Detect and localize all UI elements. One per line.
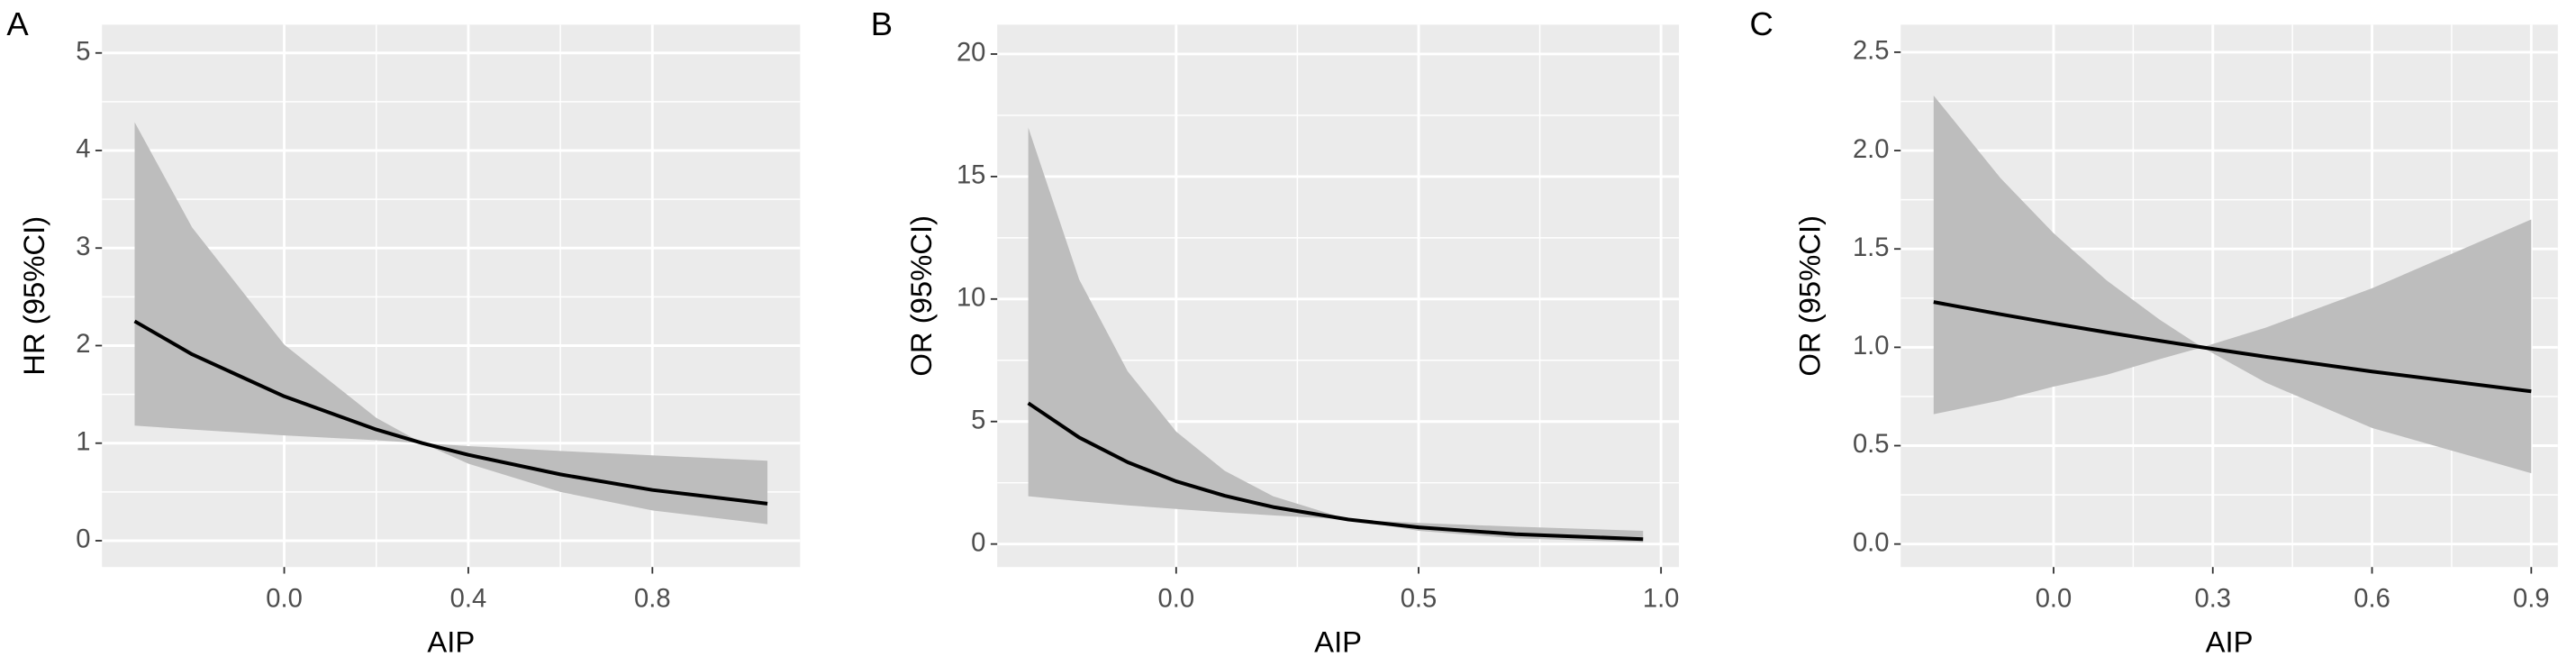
x-axis-title: AIP xyxy=(2206,625,2254,659)
y-tick-label: 5 xyxy=(971,406,985,434)
confidence-band xyxy=(1933,95,2532,474)
y-axis-title: OR (95%CI) xyxy=(904,215,938,377)
x-tick-label: 0.5 xyxy=(1401,584,1438,613)
y-tick-label: 5 xyxy=(76,37,90,66)
y-tick-label: 2 xyxy=(76,330,90,359)
y-tick-label: 1.0 xyxy=(1853,332,1890,360)
confidence-band xyxy=(134,122,768,525)
x-tick-label: 0.0 xyxy=(2036,584,2073,613)
y-axis-title: OR (95%CI) xyxy=(1792,215,1826,377)
x-tick-label: 0.8 xyxy=(634,584,671,613)
y-tick-label: 0 xyxy=(971,528,985,557)
y-tick-label: 4 xyxy=(76,135,90,164)
y-tick-label: 0.5 xyxy=(1853,430,1890,459)
y-tick-label: 1.5 xyxy=(1853,233,1890,262)
y-tick-label: 2.0 xyxy=(1853,135,1890,164)
x-tick-label: 0.6 xyxy=(2354,584,2390,613)
x-tick-label: 0.0 xyxy=(266,584,303,613)
x-axis-title: AIP xyxy=(427,625,475,659)
panel-label: B xyxy=(871,5,893,42)
y-tick-label: 15 xyxy=(957,161,985,190)
panel-label: C xyxy=(1749,5,1773,42)
y-tick-label: 10 xyxy=(957,284,985,313)
y-tick-label: 2.5 xyxy=(1853,37,1890,66)
panel: 0.0 0.5 1.0 1.5 2.0 2.5 0.0 0.3 0.6 0.9 C AIP OR (95… xyxy=(1749,5,2558,659)
y-tick-label: 20 xyxy=(957,39,985,68)
curve xyxy=(1933,300,2532,394)
y-tick-label: 3 xyxy=(76,233,90,261)
panel-label: A xyxy=(6,5,29,42)
x-axis-title: AIP xyxy=(1314,625,1362,659)
y-tick-label: 0.0 xyxy=(1853,528,1890,557)
x-tick-label: 0.0 xyxy=(1158,584,1195,613)
panel: 0 5 10 15 20 0.0 0.5 1.0 B AIP OR (95%CI) xyxy=(871,5,1680,659)
curve xyxy=(1027,401,1644,542)
y-tick-label: 0 xyxy=(76,525,90,554)
x-tick-label: 0.9 xyxy=(2513,584,2550,613)
confidence-band xyxy=(1028,127,1644,543)
x-tick-label: 1.0 xyxy=(1643,584,1680,613)
y-tick-label: 1 xyxy=(76,427,90,456)
panel: 0 1 2 3 4 5 0.0 0.4 0.8 A AIP HR (95%CI) xyxy=(6,5,801,659)
curve xyxy=(133,319,768,506)
y-axis-title: HR (95%CI) xyxy=(17,216,50,376)
x-tick-label: 0.4 xyxy=(450,584,487,613)
x-tick-label: 0.3 xyxy=(2194,584,2231,613)
